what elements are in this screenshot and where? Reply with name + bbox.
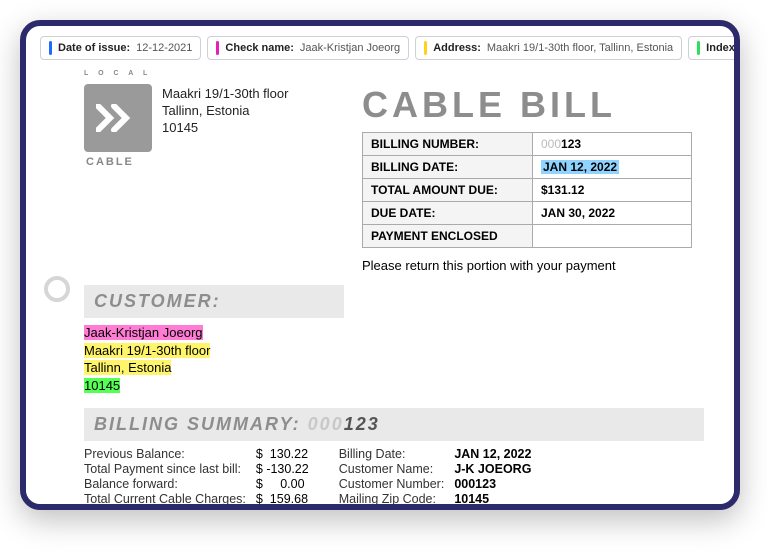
pill-color-bar xyxy=(216,41,219,55)
pill-color-bar xyxy=(49,41,52,55)
pill-label: Date of issue: xyxy=(58,42,130,54)
pill-index: Index: 10145 xyxy=(688,36,740,60)
binder-ring-icon xyxy=(44,276,70,302)
customer-zip: 10145 xyxy=(84,378,120,393)
bold-suffix: 123 xyxy=(561,137,581,151)
highlighted-date: JAN 12, 2022 xyxy=(541,160,619,174)
summary-grid: Previous Balance: $ 130.22 Total Payment … xyxy=(84,441,704,510)
bold-suffix: 123 xyxy=(344,414,380,434)
pill-check-name: Check name: Jaak-Kristjan Joeorg xyxy=(207,36,409,60)
pill-color-bar xyxy=(424,41,427,55)
pill-color-bar xyxy=(697,41,700,55)
summary-key: Previous Balance: xyxy=(84,447,246,461)
cell-value: JAN 30, 2022 xyxy=(533,202,692,225)
customer-block: Jaak-Kristjan Joeorg Maakri 19/1-30th fl… xyxy=(84,318,344,396)
customer-header: CUSTOMER: xyxy=(84,285,344,318)
faded-prefix: 000 xyxy=(308,414,344,434)
cell-value: JAN 12, 2022 xyxy=(533,156,692,179)
cell-key: DUE DATE: xyxy=(363,202,533,225)
table-row: PAYMENT ENCLOSED xyxy=(363,225,692,248)
summary-val: $ 0.00 xyxy=(256,477,309,491)
pill-value: Maakri 19/1-30th floor, Tallinn, Estonia xyxy=(487,42,673,54)
addr-line: 10145 xyxy=(162,120,288,137)
summary-right-col: Billing Date: JAN 12, 2022 Customer Name:… xyxy=(339,447,532,506)
addr-line: Tallinn, Estonia xyxy=(162,103,288,120)
summary-key: Balance forward: xyxy=(84,477,246,491)
pill-address: Address: Maakri 19/1-30th floor, Tallinn… xyxy=(415,36,682,60)
table-row: BILLING NUMBER: 000123 xyxy=(363,133,692,156)
cell-key: BILLING DATE: xyxy=(363,156,533,179)
summary-val: $ 130.22 xyxy=(256,447,309,461)
summary-val: $ -130.22 xyxy=(256,462,309,476)
pill-label: Index: xyxy=(706,42,738,54)
summary-val: JAN 12, 2022 xyxy=(454,447,531,461)
summary-val: 10145 xyxy=(454,492,531,506)
billing-summary-header: BILLING SUMMARY: 000123 xyxy=(84,408,704,441)
summary-key: Total Current Cable Charges: xyxy=(84,492,246,506)
summary-key: Customer Name: xyxy=(339,462,445,476)
document-title: CABLE BILL xyxy=(362,84,704,126)
customer-name: Jaak-Kristjan Joeorg xyxy=(84,325,203,340)
pill-label: Address: xyxy=(433,42,481,54)
table-row: DUE DATE: JAN 30, 2022 xyxy=(363,202,692,225)
cell-value xyxy=(533,225,692,248)
logo-bottom-text: CABLE xyxy=(86,156,134,168)
summary-key: Billing Date: xyxy=(339,447,445,461)
bill-document: L O C A L CABLE Maakri 19/1-30th floor T… xyxy=(26,70,734,510)
summary-key: Total Payment since last bill: xyxy=(84,462,246,476)
summary-val: $ 159.68 xyxy=(256,492,309,506)
faded-prefix: 000 xyxy=(541,137,561,151)
company-address: Maakri 19/1-30th floor Tallinn, Estonia … xyxy=(162,84,288,273)
pill-label: Check name: xyxy=(225,42,293,54)
billing-info-table: BILLING NUMBER: 000123 BILLING DATE: JAN… xyxy=(362,132,692,248)
cell-key: TOTAL AMOUNT DUE: xyxy=(363,179,533,202)
summary-header-text: BILLING SUMMARY: xyxy=(94,414,308,434)
cell-value: 000123 xyxy=(533,133,692,156)
cell-value: $131.12 xyxy=(533,179,692,202)
pill-date-of-issue: Date of issue: 12-12-2021 xyxy=(40,36,201,60)
logo-top-text: L O C A L xyxy=(84,70,151,77)
logo-block: L O C A L CABLE Maakri 19/1-30th floor T… xyxy=(84,84,344,273)
summary-val: 000123 xyxy=(454,477,531,491)
customer-addr2: Tallinn, Estonia xyxy=(84,360,171,375)
addr-line: Maakri 19/1-30th floor xyxy=(162,86,288,103)
summary-val: J-K JOEORG xyxy=(454,462,531,476)
table-row: TOTAL AMOUNT DUE: $131.12 xyxy=(363,179,692,202)
company-logo: L O C A L CABLE xyxy=(84,84,152,152)
amount-due: $131.12 xyxy=(541,183,584,197)
summary-key: Mailing Zip Code: xyxy=(339,492,445,506)
summary-key: Customer Number: xyxy=(339,477,445,491)
metadata-pills: Date of issue: 12-12-2021 Check name: Ja… xyxy=(26,36,734,70)
document-frame: Date of issue: 12-12-2021 Check name: Ja… xyxy=(20,20,740,510)
chevrons-icon xyxy=(96,104,140,132)
summary-left-col: Previous Balance: $ 130.22 Total Payment … xyxy=(84,447,309,506)
pill-value: Jaak-Kristjan Joeorg xyxy=(300,42,400,54)
customer-addr1: Maakri 19/1-30th floor xyxy=(84,343,210,358)
cell-key: PAYMENT ENCLOSED xyxy=(363,225,533,248)
table-row: BILLING DATE: JAN 12, 2022 xyxy=(363,156,692,179)
due-date: JAN 30, 2022 xyxy=(541,206,615,220)
cell-key: BILLING NUMBER: xyxy=(363,133,533,156)
pill-value: 12-12-2021 xyxy=(136,42,192,54)
return-note: Please return this portion with your pay… xyxy=(362,258,704,273)
